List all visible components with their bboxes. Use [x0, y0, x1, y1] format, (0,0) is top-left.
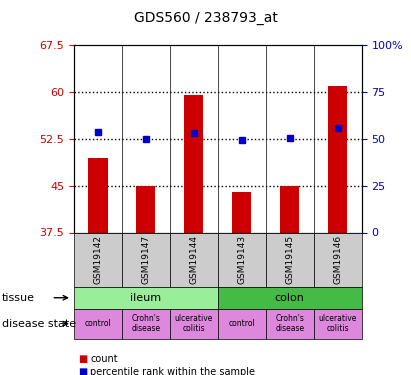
Bar [136, 186, 155, 232]
Text: tissue: tissue [2, 293, 35, 303]
Text: percentile rank within the sample: percentile rank within the sample [90, 367, 255, 375]
Bar [232, 192, 252, 232]
Text: count: count [90, 354, 118, 364]
Text: GSM19142: GSM19142 [93, 235, 102, 284]
Text: Crohn's
disease: Crohn's disease [275, 314, 304, 333]
Text: GSM19146: GSM19146 [333, 235, 342, 284]
Text: GSM19143: GSM19143 [237, 235, 246, 284]
Text: ■: ■ [78, 354, 88, 364]
Text: GDS560 / 238793_at: GDS560 / 238793_at [134, 11, 277, 25]
Text: ileum: ileum [130, 293, 162, 303]
Text: ■: ■ [78, 367, 88, 375]
Bar [328, 86, 347, 232]
Text: control: control [85, 319, 111, 328]
Text: colon: colon [275, 293, 305, 303]
Text: ulcerative
colitis: ulcerative colitis [175, 314, 213, 333]
Text: GSM19145: GSM19145 [285, 235, 294, 284]
Text: GSM19147: GSM19147 [141, 235, 150, 284]
Text: ulcerative
colitis: ulcerative colitis [319, 314, 357, 333]
Text: Crohn's
disease: Crohn's disease [132, 314, 160, 333]
Text: disease state: disease state [2, 319, 76, 328]
Bar [280, 186, 299, 232]
Bar [184, 95, 203, 232]
Bar [88, 158, 108, 232]
Text: control: control [229, 319, 255, 328]
Text: GSM19144: GSM19144 [189, 235, 199, 284]
